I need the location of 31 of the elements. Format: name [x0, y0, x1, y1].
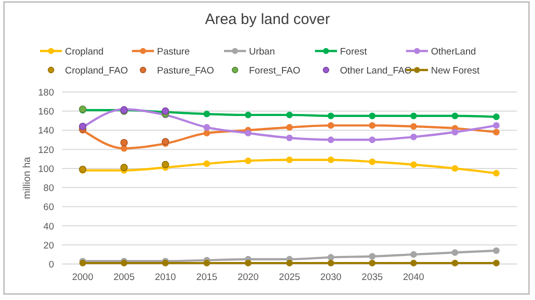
- legend-label: OtherLand: [431, 46, 476, 58]
- y-tick-label: 20: [43, 240, 54, 252]
- y-tick-label: 160: [38, 106, 54, 118]
- y-tick-label: 60: [43, 202, 54, 214]
- x-tick-label: 2025: [278, 272, 300, 283]
- y-tick-label: 140: [38, 126, 54, 137]
- x-tick-label: 2035: [362, 272, 383, 283]
- y-tick-label: 80: [43, 183, 54, 194]
- x-tick-label: 2005: [113, 272, 135, 283]
- x-tick-label: 2040: [403, 272, 424, 283]
- chart-title: Area by land cover: [204, 11, 330, 28]
- legend-label: Forest_FAO: [249, 66, 300, 76]
- legend-label: Cropland_FAO: [65, 66, 128, 76]
- y-axis-title: million ha: [22, 156, 33, 200]
- x-tick-label: 2015: [196, 272, 218, 283]
- x-tick-label: 2000: [72, 272, 94, 283]
- x-tick-label: 2020: [238, 272, 259, 283]
- y-tick-label: 40: [43, 221, 54, 232]
- y-tick-label: 180: [38, 88, 54, 98]
- x-tick-label: 2010: [154, 272, 176, 283]
- legend-label: Cropland: [65, 46, 104, 58]
- x-tick-label: 2030: [320, 272, 342, 283]
- legend-label: Other Land_FAO: [340, 66, 412, 76]
- y-tick-label: 120: [38, 144, 54, 156]
- y-tick-label: 100: [38, 164, 54, 175]
- legend-label: Pasture_FAO: [157, 66, 214, 76]
- y-tick-label: 0: [48, 260, 54, 270]
- legend-label: New Forest: [431, 66, 480, 76]
- legend-label: Urban: [249, 46, 275, 58]
- legend-label: Pasture: [157, 46, 190, 58]
- legend-label: Forest: [340, 46, 368, 58]
